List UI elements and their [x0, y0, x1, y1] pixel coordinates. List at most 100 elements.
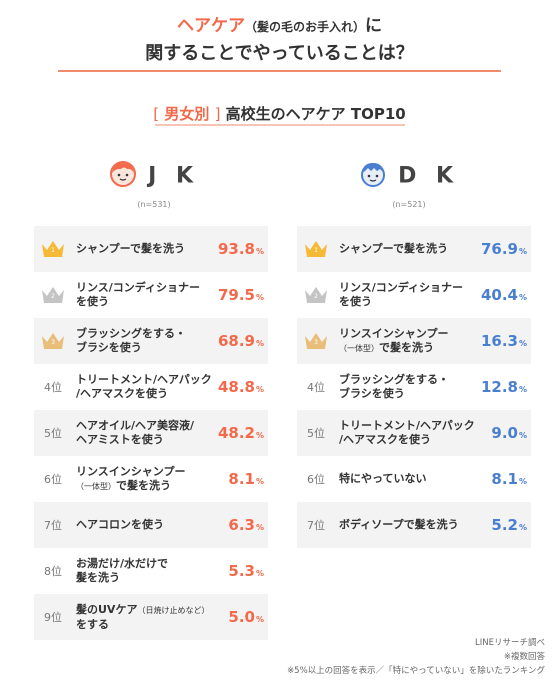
dk-rank-row: 3 リンスインシャンプー （一体型）で髪を洗う 16.3%	[297, 318, 531, 364]
dk-rank-number: 2	[314, 293, 318, 300]
title-highlight: ヘアケア	[176, 16, 245, 36]
dk-value-unit: %	[518, 292, 527, 302]
dk-rank-cell: 1	[297, 226, 335, 272]
jk-rank-number: 3	[51, 339, 55, 346]
jk-value-label: 5.3%	[228, 562, 264, 580]
jk-item-label-line: お湯だけ/水だけで	[76, 557, 169, 570]
jk-rank-row: 9位 髪のUVケア（日焼け止めなど） をする 5.0%	[34, 594, 268, 640]
jk-value-label: 68.9%	[217, 332, 264, 350]
dk-value-unit: %	[518, 476, 527, 486]
dk-item-label: トリートメント/ヘアパック/ヘアマスクを使う	[339, 410, 475, 456]
dk-item-label-line: ブラシを使う	[339, 387, 405, 400]
jk-item-label-line: 髪を洗う	[76, 571, 120, 584]
subtitle-bracket-close: ]	[214, 105, 221, 123]
dk-value-label: 16.3%	[480, 332, 527, 350]
jk-value-label: 48.2%	[217, 424, 264, 442]
jk-value-unit: %	[255, 522, 264, 532]
subtitle-tag: 男女別	[164, 105, 210, 123]
dk-value-label: 76.9%	[480, 240, 527, 258]
jk-item-label: お湯だけ/水だけで 髪を洗う	[76, 548, 168, 594]
dk-value-label: 8.1%	[491, 470, 527, 488]
title-divider	[58, 70, 501, 72]
jk-item-label-line: をする	[76, 617, 109, 631]
dk-value-unit: %	[518, 430, 527, 440]
jk-rank-row: 1 シャンプーで髪を洗う 93.8%	[34, 226, 268, 272]
jk-rank-number: 8位	[44, 565, 62, 578]
dk-header: D K (n=521)	[289, 160, 529, 209]
dk-item-label: シャンプーで髪を洗う	[339, 226, 448, 272]
dk-item-label-line: 特にやっていない	[339, 472, 427, 485]
dk-item-label: リンス/コンディショナー を使う	[339, 272, 463, 318]
jk-item-label-line: リンス/コンディショナー	[76, 281, 201, 294]
dk-value-unit: %	[518, 338, 527, 348]
subtitle-bracket-open: [	[153, 105, 160, 123]
chart-subtitle: [ 男女別 ] 高校生のヘアケア TOP10	[0, 103, 559, 124]
jk-item-label-line: トリートメント/ヘアパック	[76, 373, 212, 386]
dk-value-label: 12.8%	[480, 378, 527, 396]
crown-icon: 3	[303, 331, 329, 351]
jk-rank-cell: 3	[34, 318, 72, 364]
jk-rank-cell: 6位	[34, 456, 72, 502]
jk-value-unit: %	[255, 292, 264, 302]
jk-item-label-line: ブラシを使う	[76, 341, 142, 354]
jk-item-label: リンス/コンディショナー を使う	[76, 272, 200, 318]
dk-rank-cell: 4位	[297, 364, 335, 410]
jk-rank-row: 5位 ヘアオイル/ヘア美容液/ヘアミストを使う 48.2%	[34, 410, 268, 456]
jk-item-label: シャンプーで髪を洗う	[76, 226, 185, 272]
dk-item-label-line: （一体型）で髪を洗う	[339, 340, 434, 354]
jk-rank-cell: 1	[34, 226, 72, 272]
jk-rank-cell: 8位	[34, 548, 72, 594]
title-line-2: 関することでやっていることは？	[145, 43, 414, 64]
jk-value-unit: %	[255, 246, 264, 256]
dk-item-label-note: （一体型）	[339, 343, 379, 353]
footnote-source: LINEリサーチ調べ	[475, 638, 545, 648]
dk-item-label-line: /ヘアマスクを使う	[339, 433, 432, 446]
dk-rank-cell: 2	[297, 272, 335, 318]
footnotes: LINEリサーチ調べ ※複数回答 ※5%以上の回答を表示／「特にやっていない」を…	[287, 636, 545, 678]
jk-rank-number: 2	[51, 293, 55, 300]
dk-rank-cell: 7位	[297, 502, 335, 548]
dk-group-name: D K	[398, 163, 460, 189]
jk-value-label: 93.8%	[217, 240, 264, 258]
jk-value-unit: %	[255, 338, 264, 348]
dk-rank-number: 5位	[307, 427, 325, 440]
jk-rank-row: 3 ブラッシングをする・ ブラシを使う 68.9%	[34, 318, 268, 364]
dk-item-label-line: ボディソープで髪を洗う	[339, 518, 459, 531]
jk-rank-number: 1	[51, 247, 55, 254]
footnote-criteria: ※5%以上の回答を表示／「特にやっていない」を除いたランキング	[287, 666, 545, 676]
dk-rank-row: 4位 ブラッシングをする・ ブラシを使う 12.8%	[297, 364, 531, 410]
jk-value-label: 6.3%	[228, 516, 264, 534]
jk-item-label-line: （一体型）で髪を洗う	[76, 478, 171, 492]
jk-value-label: 5.0%	[228, 608, 264, 626]
jk-item-label-note: （日焼け止めなど）	[137, 605, 210, 615]
dk-item-label-line: リンスインシャンプー	[339, 326, 449, 340]
jk-item-label: 髪のUVケア（日焼け止めなど） をする	[76, 594, 209, 640]
crown-icon: 1	[40, 239, 66, 259]
dk-item-label-line: を使う	[339, 295, 372, 308]
dk-rank-number: 6位	[307, 473, 325, 486]
jk-rank-cell: 5位	[34, 410, 72, 456]
dk-value-label: 5.2%	[491, 516, 527, 534]
jk-item-label: ブラッシングをする・ ブラシを使う	[76, 318, 186, 364]
dk-rank-cell: 3	[297, 318, 335, 364]
jk-value-unit: %	[255, 384, 264, 394]
jk-item-label-line: ヘアミストを使う	[76, 433, 164, 446]
dk-item-label: ボディソープで髪を洗う	[339, 502, 459, 548]
jk-group-name: J K	[148, 163, 199, 189]
jk-item-label-note: （一体型）	[76, 481, 116, 491]
dk-rank-row: 5位 トリートメント/ヘアパック/ヘアマスクを使う 9.0%	[297, 410, 531, 456]
jk-rank-row: 4位 トリートメント/ヘアパック/ヘアマスクを使う 48.8%	[34, 364, 268, 410]
dk-rank-number: 3	[314, 339, 318, 346]
dk-item-label-line: リンス/コンディショナー	[339, 281, 464, 294]
jk-rank-number: 5位	[44, 427, 62, 440]
jk-item-label-line: ヘアコロンを使う	[76, 518, 164, 531]
jk-item-label: ヘアコロンを使う	[76, 502, 164, 548]
chart-title: ヘアケア（髪の毛のお手入れ）に 関することでやっていることは？	[0, 14, 559, 67]
dk-item-label-line: ブラッシングをする・	[339, 373, 449, 386]
dk-sample-size: (n=521)	[392, 200, 426, 209]
boy-face-icon	[359, 160, 387, 192]
jk-value-unit: %	[255, 476, 264, 486]
jk-item-label-line: ヘアオイル/ヘア美容液/	[76, 419, 195, 432]
jk-item-label-line: リンスインシャンプー	[76, 464, 186, 478]
crown-icon: 2	[40, 285, 66, 305]
